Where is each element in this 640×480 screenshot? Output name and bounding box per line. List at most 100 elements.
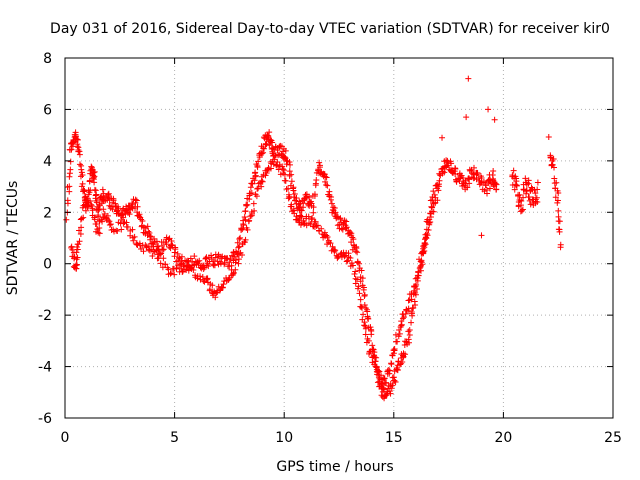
data-point xyxy=(405,297,412,304)
data-point xyxy=(79,171,86,178)
data-point xyxy=(206,286,213,293)
data-point xyxy=(485,106,492,113)
data-point xyxy=(174,250,181,257)
data-point xyxy=(227,256,234,263)
data-point xyxy=(178,253,185,260)
data-point xyxy=(254,164,261,171)
data-point xyxy=(493,181,500,188)
data-point xyxy=(408,319,415,326)
data-point xyxy=(434,197,441,204)
data-point xyxy=(422,231,429,238)
data-point xyxy=(279,163,286,170)
data-point xyxy=(91,216,98,223)
data-point xyxy=(492,180,499,187)
data-point xyxy=(74,246,81,253)
y-tick-label: 6 xyxy=(43,102,52,118)
data-point xyxy=(239,226,246,233)
data-point xyxy=(526,197,533,204)
data-point xyxy=(92,192,99,199)
data-point xyxy=(281,154,288,161)
data-point xyxy=(310,204,317,211)
data-point xyxy=(316,162,323,169)
data-point xyxy=(171,249,178,256)
data-point xyxy=(402,351,409,358)
data-point xyxy=(406,339,413,346)
data-point xyxy=(328,200,335,207)
data-point xyxy=(324,233,331,240)
data-point xyxy=(288,178,295,185)
x-tick-label: 10 xyxy=(275,430,293,446)
data-point xyxy=(361,292,368,299)
data-point xyxy=(249,180,256,187)
data-point xyxy=(140,248,147,255)
data-point xyxy=(199,273,206,280)
data-point xyxy=(281,171,288,178)
data-point xyxy=(78,169,85,176)
data-point xyxy=(160,246,167,253)
data-point xyxy=(76,238,83,245)
data-point xyxy=(408,296,415,303)
data-point xyxy=(326,188,333,195)
x-tick-label: 25 xyxy=(604,430,622,446)
data-point xyxy=(364,314,371,321)
data-point xyxy=(255,180,262,187)
data-point xyxy=(200,277,207,284)
data-point xyxy=(91,179,98,186)
data-point xyxy=(337,215,344,222)
data-point xyxy=(285,195,292,202)
data-point xyxy=(153,238,160,245)
data-point xyxy=(149,240,156,247)
data-point xyxy=(292,197,299,204)
data-point xyxy=(400,314,407,321)
data-point xyxy=(556,228,563,235)
data-point xyxy=(99,218,106,225)
data-point xyxy=(182,266,189,273)
data-point xyxy=(526,194,533,201)
data-point xyxy=(209,282,216,289)
data-point xyxy=(179,268,186,275)
data-point xyxy=(147,236,154,243)
data-point xyxy=(386,370,393,377)
data-point xyxy=(286,158,293,165)
data-point xyxy=(129,226,136,233)
data-point xyxy=(75,241,82,248)
data-point xyxy=(348,239,355,246)
data-point xyxy=(525,180,532,187)
data-point xyxy=(463,114,470,121)
data-point xyxy=(516,191,523,198)
data-point xyxy=(329,243,336,250)
data-point xyxy=(67,158,74,165)
data-point xyxy=(93,197,100,204)
data-point xyxy=(64,200,71,207)
data-point xyxy=(370,346,377,353)
data-point xyxy=(373,363,380,370)
data-point xyxy=(253,193,260,200)
x-axis-label: GPS time / hours xyxy=(276,459,393,475)
data-point xyxy=(72,133,79,140)
data-point xyxy=(191,253,198,260)
data-point xyxy=(236,243,243,250)
data-point xyxy=(288,171,295,178)
data-point xyxy=(120,220,127,227)
data-point xyxy=(231,253,238,260)
data-point xyxy=(106,221,113,228)
data-point xyxy=(252,172,259,179)
data-point xyxy=(244,201,251,208)
data-point xyxy=(250,200,257,207)
data-point xyxy=(378,372,385,379)
data-point xyxy=(132,205,139,212)
data-point xyxy=(89,205,96,212)
data-point xyxy=(114,228,121,235)
data-point xyxy=(465,175,472,182)
data-point xyxy=(237,234,244,241)
data-point xyxy=(101,210,108,217)
data-point xyxy=(269,139,276,146)
data-point xyxy=(430,188,437,195)
data-point xyxy=(352,268,359,275)
data-point xyxy=(81,187,88,194)
data-point xyxy=(556,218,563,225)
data-point xyxy=(73,243,80,250)
data-point xyxy=(264,133,271,140)
axis-ticks xyxy=(64,57,614,419)
data-point xyxy=(245,218,252,225)
